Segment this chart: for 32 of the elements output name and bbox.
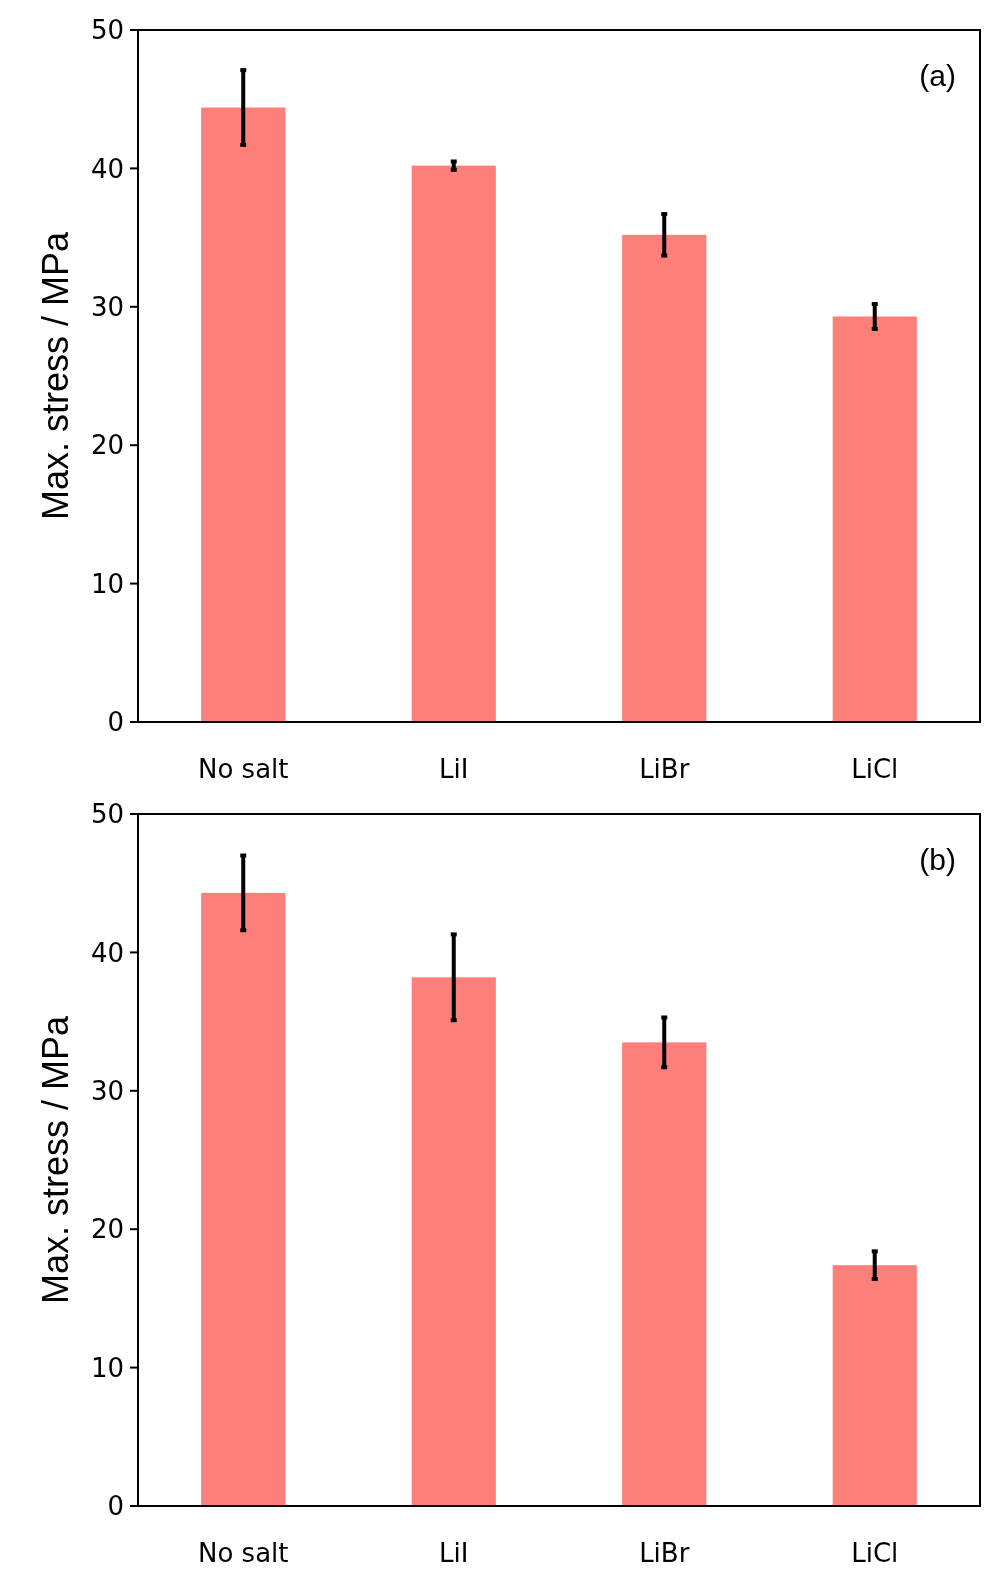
y-tick-label: 10 (90, 568, 124, 599)
x-tick-label: LiCl (851, 754, 899, 784)
y-tick-label: 20 (90, 430, 124, 461)
bar (411, 165, 496, 722)
x-tick-label: LiBr (639, 1538, 690, 1568)
x-tick-label: LiCl (851, 1538, 899, 1568)
annotation: (a) (919, 59, 956, 92)
bar (201, 892, 286, 1506)
bar (832, 316, 917, 722)
y-tick-label: 40 (90, 153, 124, 184)
y-axis-title: Max. stress / MPa (35, 231, 76, 521)
x-tick-label: LiI (439, 754, 469, 784)
y-tick-label: 0 (107, 707, 124, 738)
bar (622, 1042, 707, 1506)
x-tick-label: No salt (197, 1538, 289, 1568)
y-tick-label: 10 (90, 1352, 124, 1383)
y-tick-label: 30 (90, 291, 124, 322)
y-tick-label: 40 (90, 937, 124, 968)
x-tick-label: LiBr (639, 754, 690, 784)
y-tick-label: 50 (90, 15, 124, 46)
bar (201, 107, 286, 722)
x-tick-label: No salt (197, 754, 289, 784)
bar (832, 1265, 917, 1506)
y-tick-label: 0 (107, 1491, 124, 1522)
bar (411, 977, 496, 1506)
x-tick-label: LiI (439, 1538, 469, 1568)
y-tick-label: 20 (90, 1214, 124, 1245)
bar (622, 234, 707, 722)
y-tick-label: 50 (90, 799, 124, 830)
y-tick-label: 30 (90, 1075, 124, 1106)
y-axis-title: Max. stress / MPa (35, 1015, 76, 1305)
annotation: (b) (919, 843, 956, 876)
